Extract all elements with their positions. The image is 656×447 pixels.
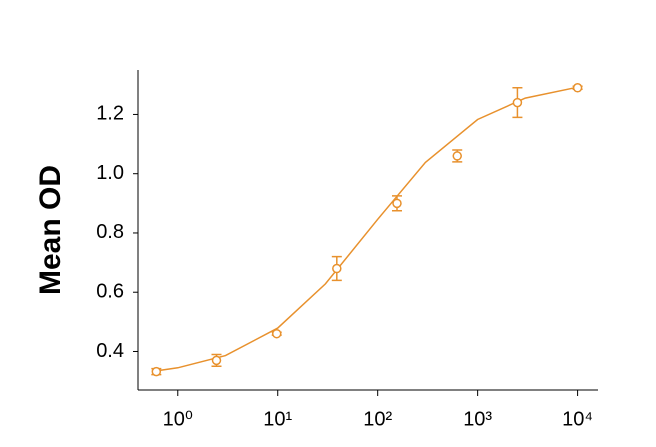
point [512,97,523,108]
y-tick-label: 0.8 [96,221,124,243]
y-tick-label: 0.6 [96,281,124,303]
point [392,198,402,209]
point [151,366,162,377]
point [211,355,222,366]
point [332,263,342,274]
point [452,151,462,161]
point [572,83,583,93]
y-tick-label: 0.4 [96,340,124,362]
x-tick-label: 10¹ [263,408,292,430]
y-axis-label: Mean OD [34,165,67,295]
fit-curve [155,86,578,372]
y-tick-label: 1.2 [96,103,124,125]
x-tick-label: 10⁰ [163,408,193,430]
point [271,328,282,339]
y-tick-label: 1.0 [96,162,124,184]
x-tick-label: 10⁴ [562,408,593,430]
x-tick-label: 10³ [463,408,492,430]
x-tick-label: 10² [363,408,392,430]
